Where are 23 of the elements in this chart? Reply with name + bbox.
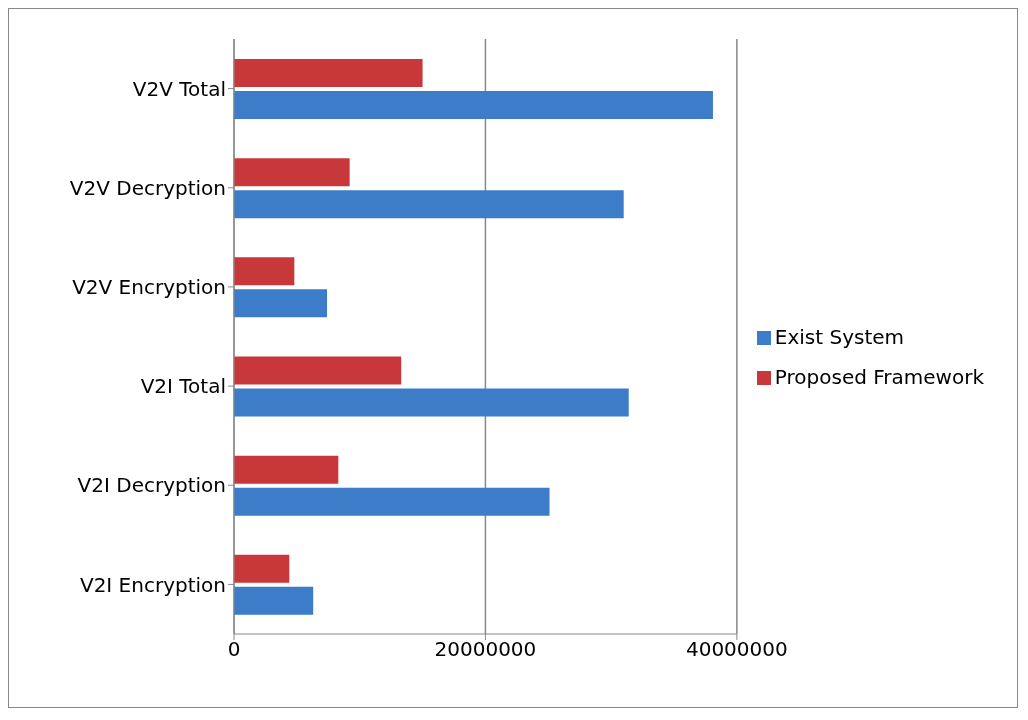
bar	[234, 554, 290, 583]
bar	[234, 59, 423, 87]
y-tick-label: V2V Encryption	[72, 275, 226, 300]
bar	[234, 487, 550, 516]
bar	[234, 455, 339, 484]
bar	[234, 586, 314, 615]
y-tick-label: V2V Decryption	[69, 175, 226, 200]
bar	[234, 91, 713, 119]
x-tick-label: 40000000	[685, 637, 788, 662]
y-tick-label: V2I Decryption	[77, 473, 226, 498]
x-tick-label: 0	[227, 637, 241, 662]
legend-label: Proposed Framework	[774, 364, 984, 389]
bar	[234, 158, 350, 187]
bar	[234, 356, 402, 385]
legend-label: Exist System	[774, 324, 905, 349]
y-tick-label: V2V Total	[132, 76, 226, 101]
bar	[234, 190, 624, 219]
bar	[234, 289, 328, 318]
bar	[234, 257, 295, 286]
y-tick-label: V2I Total	[140, 374, 226, 399]
y-tick-label: V2I Encryption	[79, 572, 226, 597]
x-tick-label: 20000000	[434, 637, 537, 662]
bar	[234, 388, 629, 417]
